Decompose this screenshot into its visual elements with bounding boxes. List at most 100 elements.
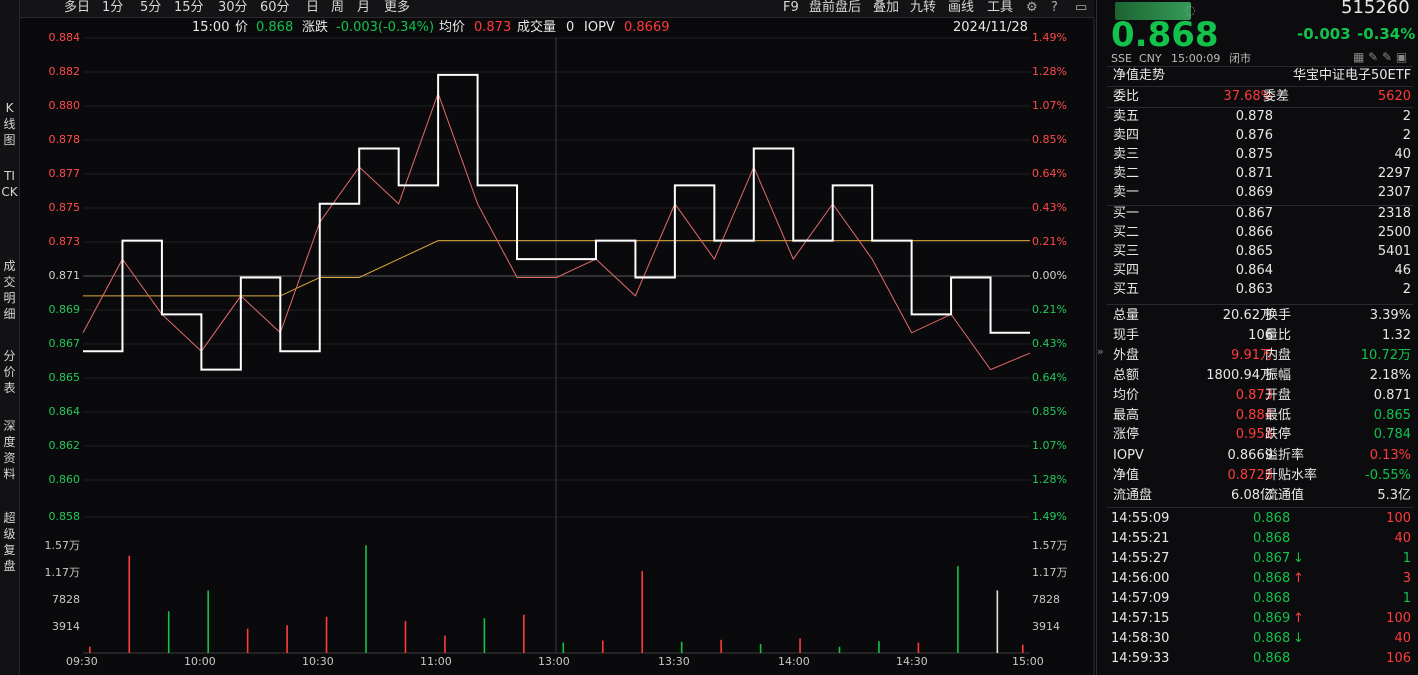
book-level-price[interactable]: 0.871 [1235, 166, 1273, 181]
tick-time: 14:55:21 [1111, 531, 1170, 546]
period-tab-6[interactable]: 日 [306, 0, 320, 15]
stat-value: -0.55% [1365, 468, 1411, 484]
stock-name-logo [1115, 2, 1191, 20]
pct-tick-label: 0.00% [1032, 269, 1067, 282]
time-tick-label: 13:00 [538, 655, 570, 668]
price-tick-label: 0.878 [48, 133, 81, 146]
left-tab-2[interactable]: 成交明细 [3, 259, 16, 321]
stat-value: 1800.94万 [1206, 367, 1273, 383]
period-tab-0[interactable]: 多日 [64, 0, 91, 15]
book-level-price[interactable]: 0.869 [1235, 185, 1273, 200]
volume-bar [365, 545, 367, 653]
tick-price: 0.867 [1253, 551, 1291, 566]
price-tick-label: 0.860 [48, 473, 81, 486]
tick-volume: 40 [1394, 531, 1411, 546]
stat-value: 0.784 [1373, 427, 1411, 443]
book-level-volume: 40 [1394, 147, 1411, 162]
quote-currency: CNY [1139, 52, 1162, 65]
help-icon[interactable]: ? [1051, 0, 1058, 15]
left-tab-4[interactable]: 深度资料 [3, 419, 16, 481]
tick-time: 14:56:00 [1111, 571, 1170, 586]
arrow-up-icon: ↑ [1293, 611, 1304, 626]
book-level-price[interactable]: 0.866 [1235, 225, 1273, 240]
left-side-tabs: K线图 TICK 成交明细分价表深度资料超级复盘 [0, 0, 20, 675]
stat-value: 2.18% [1369, 367, 1411, 383]
period-tab-8[interactable]: 月 [357, 0, 371, 15]
price-tick-label: 0.884 [48, 31, 81, 44]
period-tab-5[interactable]: 60分 [260, 0, 290, 15]
left-tab-5[interactable]: 超级复盘 [3, 511, 16, 573]
volume-bar [444, 635, 446, 653]
tick-price: 0.868 [1253, 511, 1291, 526]
tick-volume: 106 [1386, 651, 1411, 666]
book-level-label: 买一 [1113, 206, 1140, 221]
book-level-price[interactable]: 0.863 [1235, 282, 1273, 297]
book-level-volume: 2318 [1377, 206, 1411, 221]
stat-label: 外盘 [1113, 347, 1140, 363]
pct-tick-label: 0.85% [1032, 133, 1067, 146]
time-tick-label: 11:00 [420, 655, 452, 668]
collapse-panel-icon[interactable]: » [1097, 345, 1104, 358]
book-level-price[interactable]: 0.875 [1235, 147, 1273, 162]
pct-tick-label: 0.64% [1032, 371, 1067, 384]
quote-more-icon[interactable]: ◌ [1185, 3, 1196, 17]
pct-tick-label: 1.28% [1032, 65, 1067, 78]
pct-tick-label: 1.28% [1032, 473, 1067, 486]
left-tab-1[interactable]: TICK [1, 169, 18, 199]
volume-bar [128, 555, 131, 653]
info-date: 2024/11/28 [953, 20, 1028, 35]
stat-value: 3.39% [1369, 308, 1411, 323]
period-tab-2[interactable]: 5分 [140, 0, 162, 15]
book-level-price[interactable]: 0.876 [1235, 128, 1273, 143]
toolbar-right-1[interactable]: 盘前盘后 [809, 0, 862, 15]
volume-bar [89, 646, 91, 653]
book-level-label: 卖四 [1113, 128, 1140, 143]
period-tab-9[interactable]: 更多 [384, 0, 411, 15]
book-level-label: 卖二 [1113, 166, 1140, 181]
book-level-price[interactable]: 0.867 [1235, 206, 1273, 221]
book-level-price[interactable]: 0.878 [1235, 109, 1273, 124]
toolbar-right-3[interactable]: 九转 [910, 0, 937, 15]
pct-tick-label: 1.49% [1032, 31, 1067, 44]
gear-icon[interactable]: ⚙ [1026, 0, 1038, 15]
left-tab-3[interactable]: 分价表 [3, 349, 16, 395]
left-tab-0[interactable]: K线图 [3, 101, 16, 147]
stat-value: 0.958 [1235, 427, 1273, 443]
book-level-label: 买四 [1113, 263, 1140, 278]
info-price: 0.868 [256, 20, 294, 35]
price-tick-label: 0.864 [48, 405, 81, 418]
volume-bar [325, 616, 328, 653]
volume-bar [523, 614, 525, 653]
intraday-chart[interactable] [0, 0, 1096, 675]
book-level-volume: 2307 [1377, 185, 1411, 200]
stat-label: 总量 [1113, 308, 1140, 323]
info-avg-label: 均价 [439, 20, 466, 35]
book-level-price[interactable]: 0.864 [1235, 263, 1273, 278]
pct-tick-label: 1.07% [1032, 439, 1067, 452]
toolbar-right-2[interactable]: 叠加 [873, 0, 900, 15]
toolbar-right-4[interactable]: 画线 [948, 0, 975, 15]
info-change: -0.003(-0.34%) [336, 20, 435, 35]
book-level-label: 买二 [1113, 225, 1140, 240]
time-tick-label: 10:30 [302, 655, 334, 668]
stat-label: 跌停 [1265, 427, 1292, 443]
fund-name: 华宝中证电子50ETF [1293, 68, 1412, 83]
period-tab-4[interactable]: 30分 [218, 0, 248, 15]
nav-trend-tab[interactable]: 净值走势 [1113, 68, 1166, 83]
quote-tool-icons[interactable]: ▦ ✎ ✎ ▣ [1353, 50, 1408, 64]
info-volume-label: 成交量 [517, 20, 557, 35]
stat-value: 6.08亿 [1231, 488, 1273, 504]
toolbar-right-0[interactable]: F9 [783, 0, 799, 15]
volume-bar [799, 638, 801, 653]
period-tab-1[interactable]: 1分 [102, 0, 124, 15]
volume-bar [759, 643, 762, 653]
period-tab-3[interactable]: 15分 [174, 0, 204, 15]
period-tab-7[interactable]: 周 [331, 0, 345, 15]
book-level-price[interactable]: 0.865 [1235, 244, 1273, 259]
window-icon[interactable]: ▭ [1075, 0, 1088, 15]
tick-price: 0.868 [1253, 531, 1291, 546]
toolbar-right-5[interactable]: 工具 [987, 0, 1014, 15]
volume-bar [720, 639, 722, 653]
tick-volume: 1 [1402, 591, 1411, 606]
pct-tick-label: 1.49% [1032, 510, 1067, 523]
